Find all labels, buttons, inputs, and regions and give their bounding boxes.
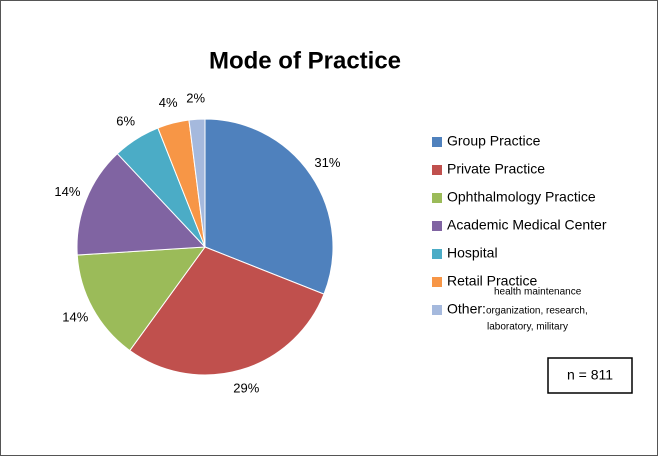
legend-swatch xyxy=(432,165,442,175)
legend-label: Academic Medical Center xyxy=(447,217,607,233)
data-label: 2% xyxy=(186,91,205,106)
legend-note: laboratory, military xyxy=(487,322,568,333)
legend-label: Other: xyxy=(447,301,486,317)
data-label: 14% xyxy=(54,184,80,199)
pie-slice xyxy=(129,246,325,376)
legend-label: Private Practice xyxy=(447,161,545,177)
legend-swatch xyxy=(432,137,442,147)
legend-swatch xyxy=(432,249,442,259)
legend-note: organization, research, xyxy=(486,306,588,317)
legend-label: Hospital xyxy=(447,245,498,261)
pie-slice xyxy=(76,246,207,352)
data-label: 31% xyxy=(314,155,340,170)
annotation-box xyxy=(547,357,633,394)
annotation: n = 811 xyxy=(567,367,613,383)
legend-note: health maintenance xyxy=(494,287,582,298)
data-label: 4% xyxy=(159,95,178,110)
chart-title: Mode of Practice xyxy=(209,47,401,74)
legend-swatch xyxy=(432,193,442,203)
pie-slice xyxy=(188,118,206,248)
data-label: 14% xyxy=(62,310,88,325)
legend-label: Retail Practice xyxy=(447,273,537,289)
legend-label: Group Practice xyxy=(447,133,541,149)
pie-slice xyxy=(204,118,334,295)
legend-label: Ophthalmology Practice xyxy=(447,189,596,205)
pie-slice xyxy=(76,152,207,256)
data-label: 6% xyxy=(116,113,135,128)
legend-swatch xyxy=(432,277,442,287)
data-label: 29% xyxy=(233,381,259,396)
legend-swatch xyxy=(432,305,442,315)
legend-swatch xyxy=(432,221,442,231)
